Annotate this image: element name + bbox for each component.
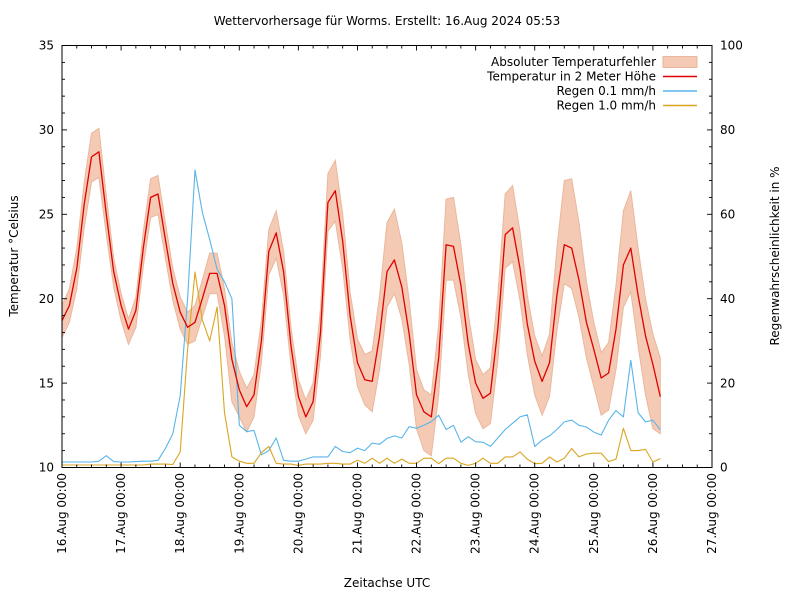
y-right-tick-label: 40 [720,292,735,306]
x-tick-label: 23.Aug 00:00 [469,473,483,554]
y-axis-right-label: Regenwahrscheinlichkeit in % [768,166,782,345]
y-left-tick-label: 25 [39,208,54,222]
data-curves [61,151,661,466]
legend-label-temperature: Temperatur in 2 Meter Höhe [486,70,656,84]
y-left-tick-label: 30 [39,123,54,137]
x-tick-label: 24.Aug 00:00 [528,473,542,554]
x-tick-label: 27.Aug 00:00 [705,473,719,554]
temperature-error-band-area [61,127,661,457]
x-tick-label: 26.Aug 00:00 [646,473,660,554]
y-left-tick-label: 20 [39,292,54,306]
temperature-line [61,151,661,418]
x-tick-label: 18.Aug 00:00 [173,473,187,554]
y-axis-left-label: Temperatur °Celsius [7,195,21,317]
legend-label-rain-01: Regen 0.1 mm/h [556,84,656,98]
x-tick-label: 20.Aug 00:00 [291,473,305,554]
x-tick-label: 19.Aug 00:00 [232,473,246,554]
y-left-tick-label: 15 [39,376,54,390]
y-tick-labels: 10 15 20 25 30 35 0 20 40 60 80 100 [39,39,743,475]
legend-label-rain-10: Regen 1.0 mm/h [556,99,656,113]
rain-01mm-line [62,169,661,463]
x-tick-labels: 16.Aug 00:00 17.Aug 00:00 18.Aug 00:00 19.A… [55,473,719,554]
y-right-tick-label: 80 [720,123,735,137]
legend-swatch-error-band [662,56,698,68]
legend-label-error-band: Absoluter Temperaturfehler [491,55,656,69]
legend-markers [662,56,698,107]
x-tick-label: 17.Aug 00:00 [114,473,128,554]
y-right-tick-label: 100 [720,39,743,53]
y-left-tick-label: 35 [39,39,54,53]
y-right-tick-label: 0 [720,461,728,475]
temperature-error-band [61,127,661,457]
x-axis-label: Zeitachse UTC [344,576,430,590]
y-left-tick-label: 10 [39,461,54,475]
x-tick-label: 25.Aug 00:00 [587,473,601,554]
x-tick-label: 16.Aug 00:00 [55,473,69,554]
legend: Absoluter Temperaturfehler Temperatur in… [486,55,698,113]
x-tick-label: 22.Aug 00:00 [410,473,424,554]
axis-ticks [61,45,713,468]
rain-10mm-line [62,271,661,466]
y-right-tick-label: 20 [720,376,735,390]
chart-title: Wettervorhersage für Worms. Erstellt: 16… [214,14,561,28]
x-tick-label: 21.Aug 00:00 [351,473,365,554]
y-right-tick-label: 60 [720,208,735,222]
